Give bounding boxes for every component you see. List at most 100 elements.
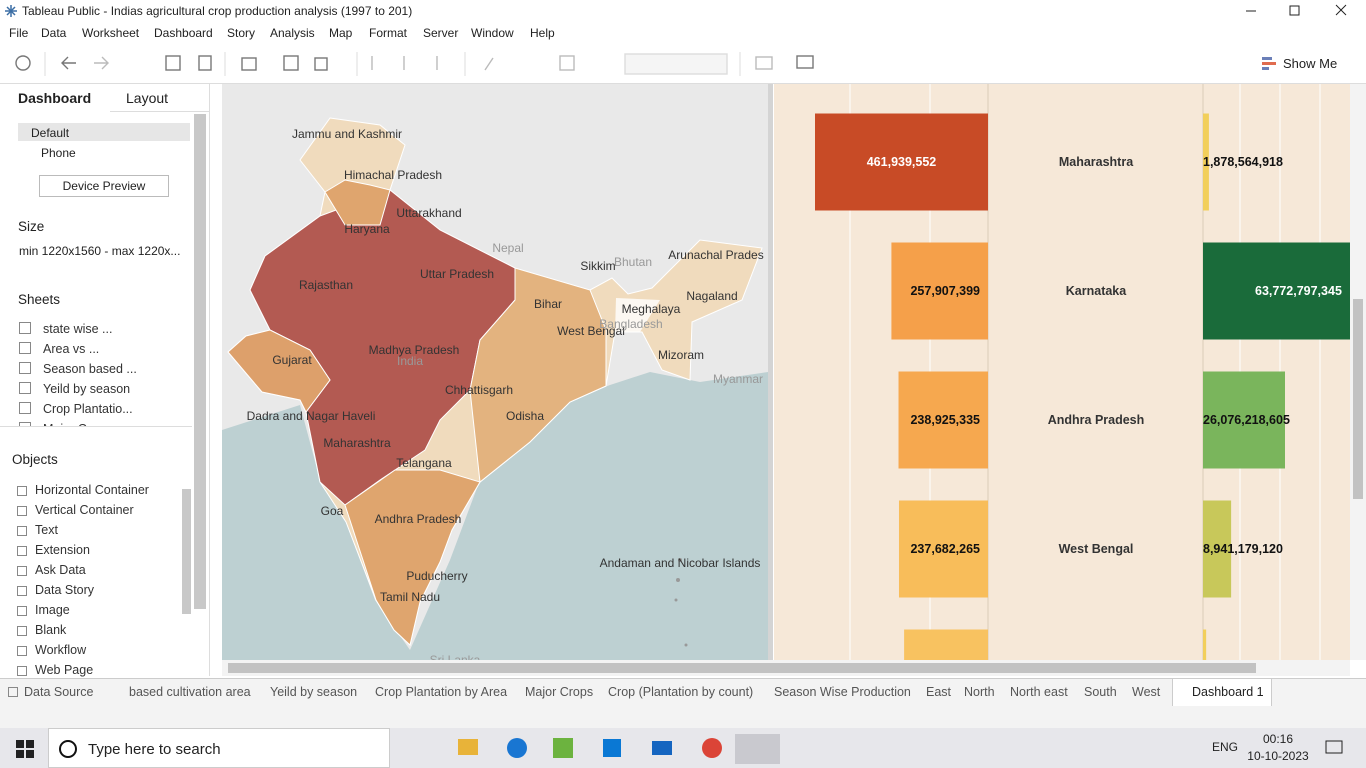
object-item[interactable]: Extension <box>35 543 90 557</box>
state-label: Bihar <box>534 297 562 311</box>
sheet-item[interactable]: Season based ... <box>43 362 137 376</box>
sheet-tab[interactable]: North east <box>1010 685 1068 699</box>
menu-item[interactable]: Server <box>423 26 459 40</box>
state-label: Haryana <box>344 222 390 236</box>
toolbar: Show Me <box>0 44 1366 84</box>
window-controls[interactable] <box>1230 0 1366 22</box>
language[interactable]: ENG <box>1212 740 1239 754</box>
splitter[interactable] <box>768 84 773 660</box>
sheet-item[interactable]: Area vs ... <box>43 342 100 356</box>
menu-item[interactable]: Worksheet <box>82 26 140 40</box>
object-item[interactable]: Image <box>35 603 70 617</box>
object-item[interactable]: Horizontal Container <box>35 483 149 497</box>
device-option[interactable]: Default <box>31 126 70 140</box>
active-tab-bg <box>1172 679 1272 706</box>
menu-item[interactable]: Dashboard <box>154 26 213 40</box>
object-icon <box>17 626 27 636</box>
menu-bar: File Data Worksheet Dashboard Story Analysis M… <box>0 22 1366 44</box>
objects-heading: Objects <box>12 452 58 467</box>
title-bar: Tableau Public - Indias agricultural cro… <box>0 0 1366 22</box>
area-bar <box>891 242 988 340</box>
sheet-tab[interactable]: Major Crops <box>525 685 594 699</box>
sidebar-scrollbar[interactable] <box>194 114 206 609</box>
sheet-tab[interactable]: East <box>926 685 952 699</box>
sheet-tab[interactable]: Crop (Plantation by count) <box>608 685 754 699</box>
sheet-tab[interactable]: Data Source <box>24 685 94 699</box>
state-label: Tamil Nadu <box>380 590 440 604</box>
state-label: Karnataka <box>1066 284 1127 298</box>
vertical-scrollbar[interactable] <box>1350 84 1366 660</box>
sheet-tab[interactable]: Crop Plantation by Area <box>375 685 508 699</box>
menu-item[interactable]: Map <box>329 26 353 40</box>
show-me-button[interactable]: Show Me <box>1283 56 1338 71</box>
state-label: Telangana <box>396 456 452 470</box>
sheet-icon <box>19 382 31 394</box>
sheet-icon <box>19 402 31 414</box>
sidebar: Dashboard Layout Default Phone Device Previe… <box>0 84 210 677</box>
menu-item[interactable]: File <box>9 26 29 40</box>
sheet-tab[interactable]: Yeild by season <box>270 685 358 699</box>
object-item[interactable]: Blank <box>35 623 67 637</box>
sidebar-tab[interactable]: Dashboard <box>18 90 92 106</box>
sheet-tab[interactable]: Season Wise Production <box>774 685 911 699</box>
object-icon <box>17 666 27 676</box>
horizontal-scrollbar[interactable] <box>222 660 1350 676</box>
device-preview-button[interactable]: Device Preview <box>39 175 169 197</box>
gujarat-region <box>227 329 331 413</box>
menu-item[interactable]: Window <box>471 26 514 40</box>
state-label: Andhra Pradesh <box>375 512 462 526</box>
object-item[interactable]: Ask Data <box>35 563 86 577</box>
production-bar <box>1203 113 1209 211</box>
country-label: Bhutan <box>614 255 652 269</box>
sidebar-tab[interactable]: Layout <box>126 90 169 106</box>
area-bar <box>904 629 988 660</box>
map-view: Jammu and Kashmir Himachal Pradesh Uttarak… <box>222 84 768 660</box>
object-item[interactable]: Workflow <box>35 643 87 657</box>
sheet-item[interactable]: Yeild by season <box>43 382 131 396</box>
area-label: 238,925,335 <box>910 413 980 427</box>
objects-scrollbar[interactable] <box>182 489 191 614</box>
sheet-tab[interactable]: West <box>1132 685 1161 699</box>
show-me-icon <box>1262 57 1276 70</box>
sheet-tab[interactable]: based cultivation area <box>129 685 251 699</box>
menu-item[interactable]: Analysis <box>270 26 315 40</box>
notifications[interactable] <box>1325 740 1343 756</box>
object-item[interactable]: Text <box>35 523 58 537</box>
sheet-item[interactable]: Crop Plantatio... <box>43 402 133 416</box>
object-icon <box>17 586 27 596</box>
clock-time[interactable]: 00:16 <box>1262 732 1294 746</box>
sheet-tab[interactable]: Dashboard 1 <box>1192 685 1264 699</box>
object-item[interactable]: Data Story <box>35 583 95 597</box>
sheet-tab[interactable]: North <box>964 685 995 699</box>
state-label: Maharashtra <box>1059 155 1134 169</box>
start-button[interactable] <box>16 740 34 758</box>
object-item[interactable]: Vertical Container <box>35 503 134 517</box>
sea <box>222 372 768 660</box>
islands <box>674 558 688 647</box>
menu-item[interactable]: Help <box>530 26 555 40</box>
production-bar <box>1203 242 1350 340</box>
sheet-icon <box>19 362 31 374</box>
device-option[interactable]: Phone <box>41 146 76 160</box>
object-icon <box>17 546 27 556</box>
menu-item[interactable]: Data <box>41 26 67 40</box>
state-label: Arunachal Prades <box>668 248 763 262</box>
size-value[interactable]: min 1220x1560 - max 1220x... <box>19 244 181 258</box>
sheet-tab[interactable]: South <box>1084 685 1117 699</box>
search-box[interactable]: Type here to search <box>48 728 390 768</box>
sheet-item[interactable]: state wise ... <box>43 322 113 336</box>
bar-view: 461,939,552 Maharashtra 1,878,564,918 257,9… <box>774 84 1350 660</box>
tab-divider <box>110 111 210 112</box>
state-label: West Bengal <box>1059 542 1134 556</box>
object-item[interactable]: Web Page <box>35 663 94 677</box>
menu-item[interactable]: Story <box>227 26 256 40</box>
state-label: Andaman and Nicobar Islands <box>600 556 761 570</box>
state-label: West Bengal <box>557 324 625 338</box>
clock-date[interactable]: 10-10-2023 <box>1247 749 1309 763</box>
object-icon <box>17 646 27 656</box>
production-bar <box>1203 629 1207 660</box>
state-label: Jammu and Kashmir <box>292 127 402 141</box>
menu-item[interactable]: Format <box>369 26 408 40</box>
taskbar-apps[interactable] <box>400 734 780 764</box>
state-label: Uttarakhand <box>396 206 461 220</box>
